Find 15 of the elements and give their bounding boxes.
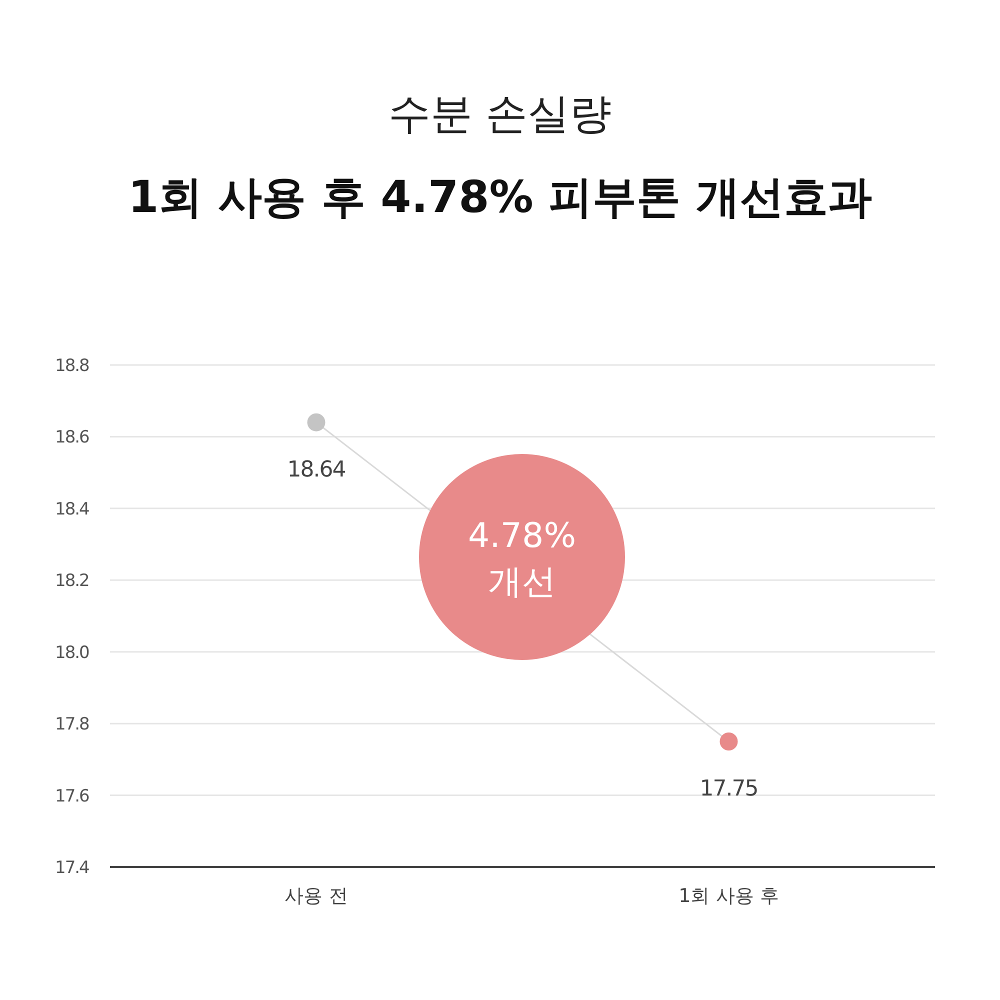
y-tick-label: 18.4	[55, 499, 90, 520]
chart-subtitle: 1회 사용 후 4.78% 피부톤 개선효과	[128, 172, 872, 223]
y-tick-label: 18.8	[55, 356, 90, 376]
x-tick-label: 1회 사용 후	[678, 885, 779, 907]
annotation: 4.78% 개선	[468, 516, 576, 602]
y-tick-label: 17.6	[55, 786, 90, 806]
y-tick-label: 17.8	[55, 714, 90, 735]
x-tick-label: 사용 전	[284, 885, 348, 907]
y-tick-label: 17.4	[55, 858, 90, 878]
data-label: 17.75	[700, 776, 758, 802]
chart-title: 수분 손실량	[388, 89, 612, 138]
y-tick-label: 18.2	[55, 571, 90, 592]
data-label: 18.64	[287, 457, 346, 482]
y-tick-label: 18.6	[55, 428, 90, 448]
y-tick-label: 18.0	[55, 642, 90, 663]
